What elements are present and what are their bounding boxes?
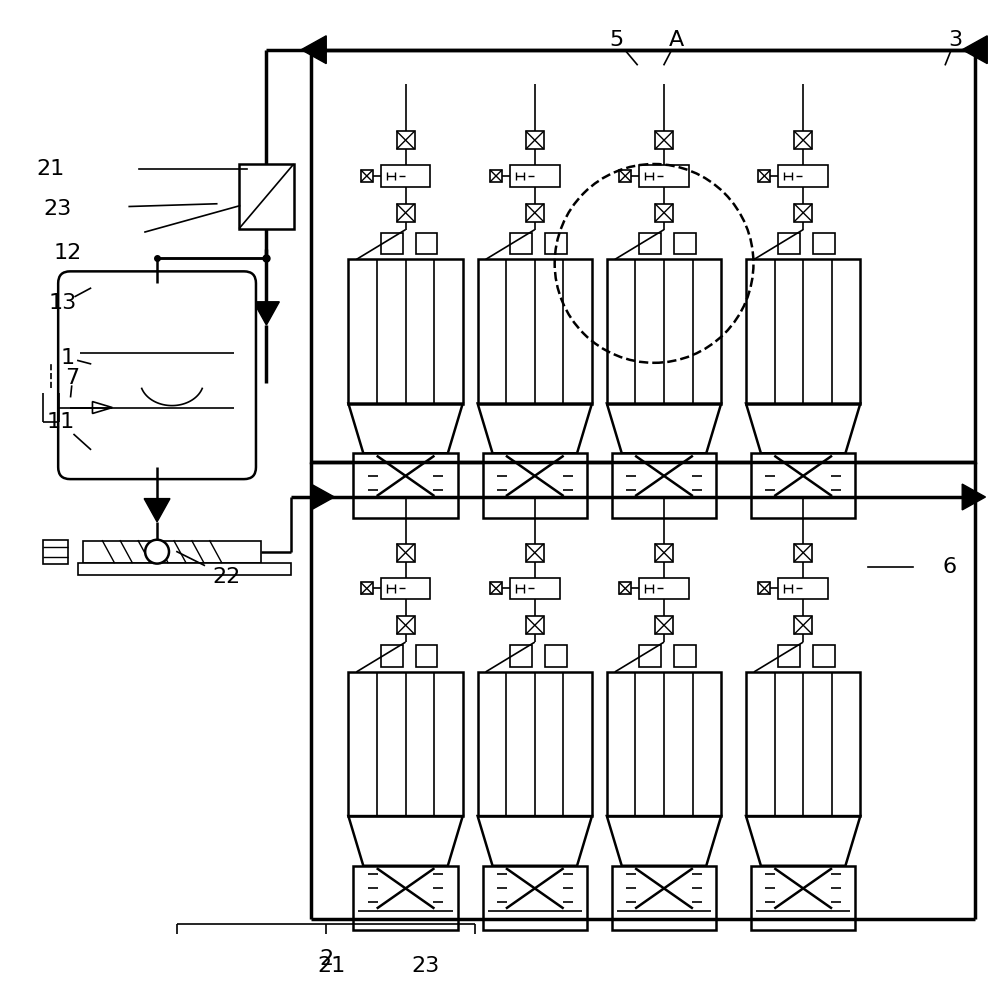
Text: A: A — [669, 30, 685, 50]
Bar — [794, 544, 812, 562]
Bar — [778, 165, 828, 187]
Bar — [397, 131, 415, 149]
Bar — [348, 672, 463, 816]
Bar — [619, 170, 631, 182]
Bar — [746, 672, 860, 816]
Bar — [655, 204, 673, 222]
Bar — [381, 233, 403, 254]
Polygon shape — [92, 402, 112, 414]
Bar — [510, 645, 532, 667]
Polygon shape — [311, 484, 334, 510]
Bar — [813, 233, 835, 254]
Text: 2: 2 — [319, 949, 333, 969]
Bar — [607, 672, 721, 816]
Bar — [619, 582, 631, 594]
FancyBboxPatch shape — [58, 271, 256, 479]
Bar — [526, 544, 544, 562]
Bar — [758, 582, 770, 594]
Polygon shape — [962, 36, 987, 64]
Bar — [490, 582, 502, 594]
Polygon shape — [253, 302, 279, 325]
Bar — [510, 233, 532, 254]
Bar — [612, 866, 716, 930]
Bar — [381, 578, 430, 599]
Circle shape — [145, 540, 169, 564]
Bar — [639, 645, 661, 667]
Bar — [483, 453, 587, 518]
Bar — [361, 582, 373, 594]
Bar — [239, 164, 294, 229]
Bar — [674, 233, 696, 254]
Text: 23: 23 — [44, 199, 72, 219]
Bar — [43, 540, 68, 564]
Bar — [510, 165, 560, 187]
Text: 12: 12 — [53, 244, 82, 263]
Text: 7: 7 — [66, 368, 80, 388]
Bar — [397, 204, 415, 222]
Polygon shape — [144, 499, 170, 522]
Bar — [794, 616, 812, 634]
Bar — [526, 616, 544, 634]
Bar — [674, 645, 696, 667]
Bar — [794, 204, 812, 222]
Bar — [83, 541, 261, 563]
Text: 3: 3 — [948, 30, 962, 50]
Bar — [655, 616, 673, 634]
Bar — [353, 453, 458, 518]
Bar — [612, 453, 716, 518]
Bar — [639, 578, 689, 599]
Bar — [510, 578, 560, 599]
Bar — [311, 50, 975, 462]
Bar — [778, 578, 828, 599]
Bar — [813, 645, 835, 667]
Text: 21: 21 — [37, 159, 65, 179]
Text: 11: 11 — [47, 413, 75, 432]
Bar — [483, 866, 587, 930]
Bar — [639, 233, 661, 254]
Bar — [778, 645, 800, 667]
Bar — [607, 259, 721, 404]
Bar — [639, 165, 689, 187]
Bar — [397, 544, 415, 562]
Bar — [751, 453, 855, 518]
Bar — [778, 233, 800, 254]
Bar — [478, 259, 592, 404]
Text: 22: 22 — [213, 567, 241, 586]
Polygon shape — [962, 484, 985, 510]
Bar — [758, 170, 770, 182]
Bar — [545, 233, 567, 254]
Bar — [751, 866, 855, 930]
Bar — [655, 544, 673, 562]
Bar — [416, 233, 437, 254]
Text: 1: 1 — [61, 348, 75, 368]
Text: 21: 21 — [317, 956, 345, 976]
Bar — [526, 204, 544, 222]
Bar — [381, 165, 430, 187]
Bar — [655, 131, 673, 149]
Text: 23: 23 — [411, 956, 440, 976]
Bar — [353, 866, 458, 930]
Bar — [794, 131, 812, 149]
Polygon shape — [301, 36, 326, 64]
Bar — [348, 259, 463, 404]
Bar — [746, 259, 860, 404]
Text: 6: 6 — [942, 557, 956, 577]
Bar — [478, 672, 592, 816]
Bar — [545, 645, 567, 667]
Bar — [78, 563, 291, 575]
Bar — [381, 645, 403, 667]
Bar — [526, 131, 544, 149]
Text: 5: 5 — [609, 30, 623, 50]
Bar — [397, 616, 415, 634]
Bar — [490, 170, 502, 182]
Bar — [416, 645, 437, 667]
Text: 13: 13 — [49, 293, 77, 313]
Bar — [361, 170, 373, 182]
